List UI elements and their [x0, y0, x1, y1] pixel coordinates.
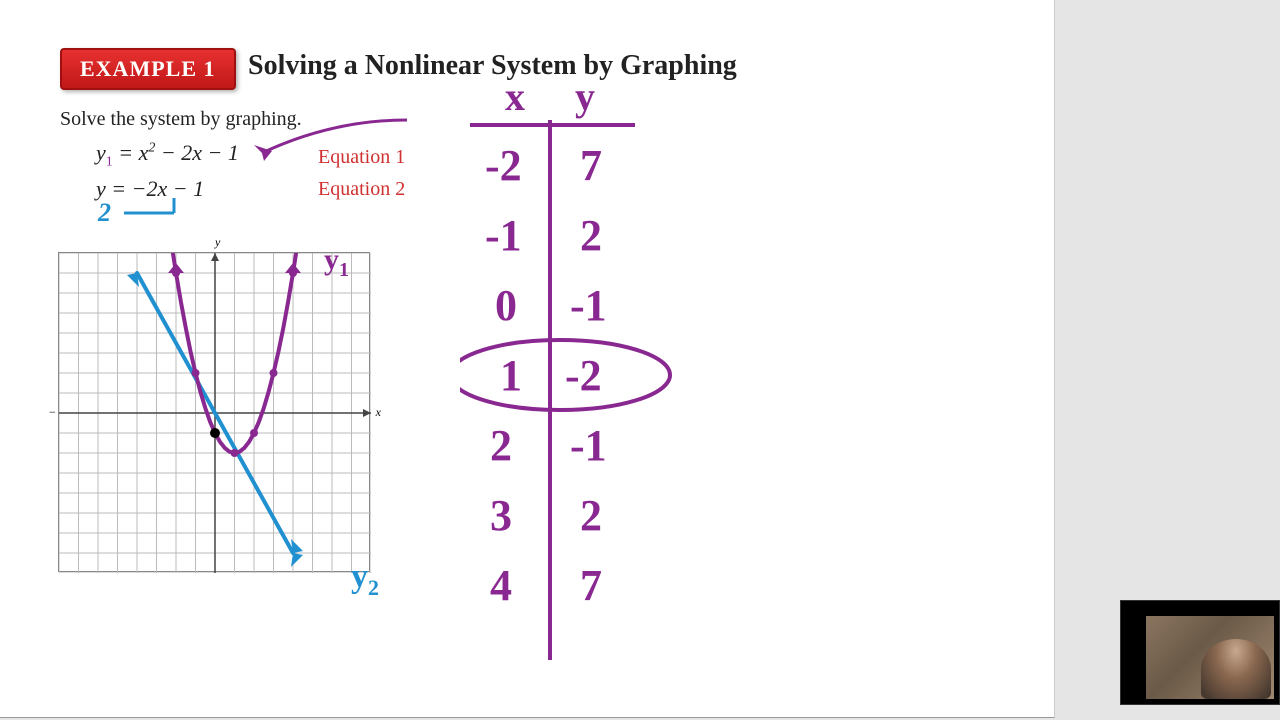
parabola-arrow-right — [285, 263, 301, 273]
webcam-person — [1201, 639, 1271, 699]
eq2-arrow-handwritten — [124, 198, 184, 228]
coordinate-graph: y1 y2 y x − — [58, 252, 370, 572]
graph-svg — [59, 253, 371, 573]
graph-label-y1: y1 — [324, 243, 349, 282]
t-row-0-y: 7 — [580, 141, 602, 190]
t-table-header-x: x — [505, 80, 525, 119]
webcam-feed — [1146, 616, 1274, 699]
t-row-2-y: -1 — [570, 281, 607, 330]
t-row-0-x: -2 — [485, 141, 522, 190]
t-row-2-x: 0 — [495, 281, 517, 330]
t-table: x y -2 7 -1 2 0 -1 1 -2 2 -1 3 2 4 7 — [460, 80, 720, 670]
t-row-6-y: 7 — [580, 561, 602, 610]
document-page: EXAMPLE 1 Solving a Nonlinear System by … — [0, 0, 1055, 718]
t-row-3-y: -2 — [565, 351, 602, 400]
equation-block: y1 = x2 − 2x − 1 y = −2x − 1 2 — [96, 140, 239, 208]
equation-2-label: Equation 2 — [318, 178, 405, 201]
t-row-1-y: 2 — [580, 211, 602, 260]
line-arrow-2 — [291, 553, 303, 567]
parabola-arrow-left — [168, 263, 184, 273]
t-table-rows: -2 7 -1 2 0 -1 1 -2 2 -1 3 2 4 7 — [485, 141, 607, 610]
axis-label-x: x — [376, 405, 381, 420]
line-arrow-2b — [291, 539, 303, 553]
t-row-4-x: 2 — [490, 421, 512, 470]
example-badge: EXAMPLE 1 — [60, 48, 236, 90]
t-row-6-x: 4 — [490, 561, 512, 610]
section-heading: Solving a Nonlinear System by Graphing — [248, 50, 737, 82]
eq1-rhs: x2 − 2x − 1 — [139, 140, 239, 165]
t-row-1-x: -1 — [485, 211, 522, 260]
intersection-point — [210, 428, 220, 438]
axis-neg: − — [49, 405, 56, 420]
t-table-header-y: y — [575, 80, 595, 119]
t-row-3-x: 1 — [500, 351, 522, 400]
t-row-5-x: 3 — [490, 491, 512, 540]
eq2-marker-handwritten: 2 — [98, 198, 111, 228]
eq1-lhs: y — [96, 140, 106, 165]
graph-label-y2: y2 — [351, 558, 379, 601]
axis-label-y: y — [215, 235, 220, 250]
arrow-to-eq1 — [252, 115, 412, 165]
eq1-subscript-handwritten: 1 — [106, 154, 113, 169]
webcam-thumbnail — [1120, 600, 1280, 705]
t-row-4-y: -1 — [570, 421, 607, 470]
t-row-5-y: 2 — [580, 491, 602, 540]
equation-1: y1 = x2 − 2x − 1 — [96, 140, 239, 170]
line-arrow-1 — [127, 273, 139, 287]
